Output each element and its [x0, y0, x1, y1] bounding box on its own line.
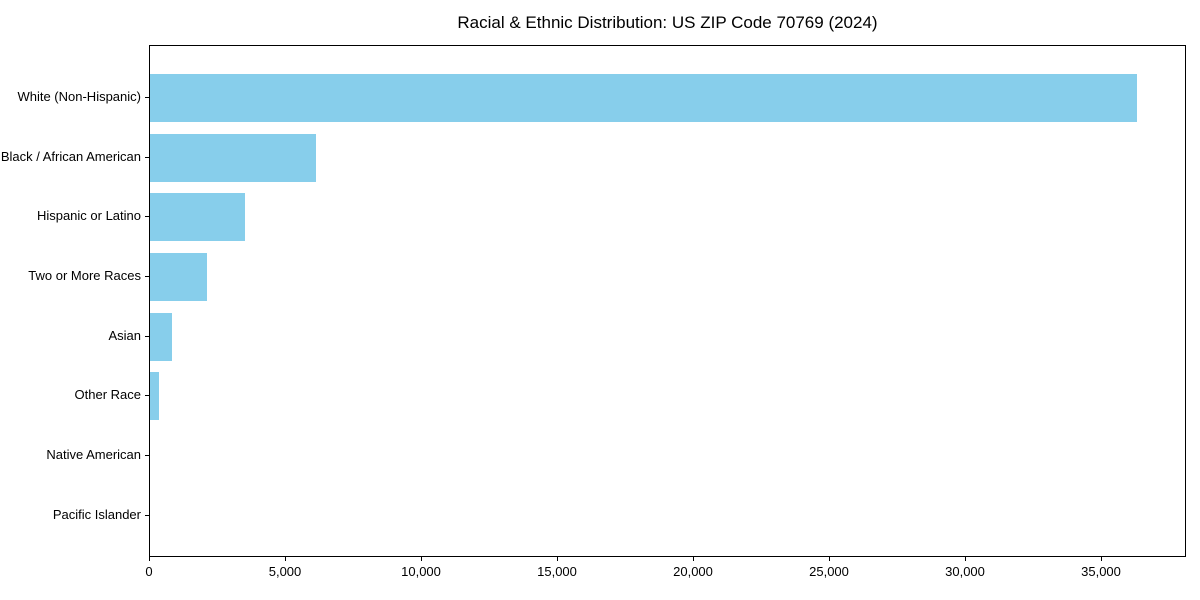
y-tick-mark — [145, 454, 149, 456]
y-tick-label: Other Race — [74, 387, 141, 403]
x-tick-label: 25,000 — [809, 564, 849, 579]
y-tick-mark — [145, 514, 149, 516]
y-tick-label: Black / African American — [0, 148, 141, 164]
y-tick-label: Hispanic or Latino — [36, 208, 141, 224]
bar-hispanic-or-latino — [150, 193, 245, 242]
y-tick-mark — [145, 395, 149, 397]
bar-white-non-hispanic — [150, 74, 1137, 122]
y-tick-mark — [145, 335, 149, 337]
x-tick-label: 35,000 — [1081, 564, 1121, 579]
bar-other-race — [150, 372, 159, 421]
x-tick-mark — [557, 557, 558, 561]
y-tick-mark — [145, 275, 149, 277]
x-tick-mark — [421, 557, 422, 561]
x-tick-label: 0 — [145, 564, 153, 579]
x-tick-mark — [285, 557, 286, 561]
x-tick-label: 10,000 — [401, 564, 441, 579]
bar-black-african-american — [150, 133, 316, 182]
chart-title: Racial & Ethnic Distribution: US ZIP Cod… — [457, 13, 878, 32]
y-tick-mark — [145, 97, 149, 98]
x-tick-mark — [829, 557, 830, 561]
y-tick-mark — [145, 216, 149, 218]
x-tick-mark — [149, 557, 150, 561]
y-tick-label: White (Non-Hispanic) — [17, 89, 141, 104]
bar-asian — [150, 312, 172, 361]
plot-area — [149, 45, 1186, 557]
y-tick-label: Pacific Islander — [52, 506, 141, 522]
x-tick-mark — [965, 557, 966, 561]
y-tick-label: Native American — [46, 446, 141, 462]
y-tick-label: Asian — [108, 327, 141, 343]
x-tick-label: 20,000 — [673, 564, 713, 579]
x-tick-label: 15,000 — [537, 564, 577, 579]
y-tick-mark — [145, 156, 149, 158]
x-tick-label: 5,000 — [268, 564, 302, 579]
y-tick-label: Two or More Races — [28, 267, 141, 283]
x-tick-label: 30,000 — [945, 564, 985, 579]
bar-two-or-more-races — [150, 252, 207, 301]
x-tick-mark — [1101, 557, 1102, 561]
x-tick-mark — [693, 557, 694, 561]
